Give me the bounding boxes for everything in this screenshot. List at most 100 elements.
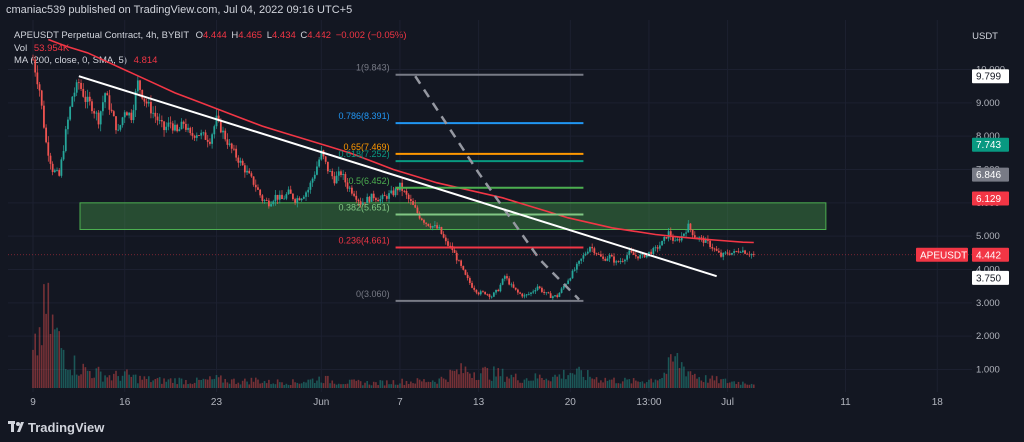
candle-body — [392, 190, 395, 196]
x-tick-label: 11 — [840, 397, 851, 408]
volume-bar — [228, 383, 231, 388]
volume-bar — [737, 381, 740, 388]
volume-bar — [423, 379, 425, 388]
candle-body — [167, 122, 170, 127]
candle-body — [126, 112, 128, 116]
volume-bar — [274, 384, 277, 388]
volume-bar — [595, 377, 598, 388]
candle-body — [444, 237, 447, 242]
x-tick-label: 16 — [119, 397, 131, 408]
volume-bar — [67, 369, 69, 388]
candle-body — [691, 229, 694, 236]
candle-body — [665, 237, 668, 239]
volume-bar — [661, 377, 663, 388]
volume-bar — [425, 382, 427, 388]
candle-body — [344, 174, 347, 183]
candle-body — [106, 93, 109, 96]
candle-body — [523, 295, 526, 297]
volume-bar — [493, 366, 495, 388]
candle-body — [652, 248, 655, 255]
candle-body — [479, 291, 482, 295]
x-tick-label: 7 — [397, 397, 403, 408]
volume-bar — [403, 384, 406, 388]
volume-bar — [34, 333, 36, 388]
change-value: −0.002 (−0.05%) — [335, 30, 407, 41]
candle-body — [379, 199, 382, 202]
candle-body — [265, 200, 268, 201]
candle-body — [593, 248, 596, 254]
volume-bar — [156, 378, 159, 388]
candle-body — [560, 288, 563, 293]
volume-bar — [632, 378, 635, 388]
volume-bar — [327, 375, 329, 388]
candle-body — [453, 250, 456, 253]
volume-bar — [211, 379, 213, 388]
volume-bar — [678, 368, 681, 388]
price-label-box — [972, 167, 1009, 182]
candle-body — [381, 195, 384, 200]
volume-bar — [331, 380, 334, 388]
volume-bar — [447, 381, 449, 388]
candle-body — [731, 252, 733, 255]
candle-body — [674, 240, 677, 242]
volume-bar — [648, 379, 650, 388]
volume-bar — [560, 378, 563, 388]
volume-value: 53.954K — [33, 42, 70, 54]
candle-body — [602, 256, 604, 259]
volume-bar — [178, 377, 181, 388]
volume-bar — [36, 355, 39, 388]
volume-bar — [405, 380, 408, 388]
candle-body — [276, 194, 279, 200]
candle-body — [289, 189, 292, 194]
volume-bar — [488, 379, 491, 388]
volume-bar — [746, 384, 749, 388]
candle-body — [497, 289, 500, 292]
volume-bar — [239, 384, 242, 388]
candle-body — [412, 201, 414, 205]
candle-body — [243, 165, 246, 173]
candle-body — [438, 227, 441, 229]
volume-bar — [99, 371, 102, 388]
volume-bar — [554, 374, 556, 388]
candle-body — [36, 72, 39, 85]
volume-bar — [368, 384, 371, 388]
volume-bars — [32, 282, 755, 388]
candle-body — [143, 98, 146, 102]
volume-bar — [307, 379, 310, 388]
candle-body — [702, 237, 705, 243]
candle-body — [298, 198, 301, 201]
candle-body — [527, 293, 530, 295]
candle-body — [569, 278, 572, 281]
candle-body — [73, 92, 76, 97]
volume-bar — [139, 375, 141, 388]
candle-body — [405, 190, 408, 195]
fib-level-label: 0.65(7.469) — [344, 142, 390, 152]
volume-bar — [580, 370, 583, 388]
candle-body — [370, 193, 373, 202]
candle-body — [257, 187, 259, 190]
candle-body — [209, 141, 211, 144]
volume-bar — [484, 366, 486, 388]
candle-body — [547, 292, 550, 294]
volume-bar — [506, 376, 508, 388]
candle-body — [40, 90, 43, 106]
candle-body — [43, 105, 45, 128]
candle-body — [669, 231, 672, 238]
candle-body — [680, 235, 683, 241]
candle-body — [158, 120, 161, 121]
fib-level-label: 0.5(6.452) — [349, 176, 390, 186]
volume-bar — [429, 382, 432, 388]
volume-bar — [617, 383, 620, 388]
candle-body — [283, 198, 286, 200]
candle-body — [501, 278, 504, 285]
candle-body — [739, 252, 742, 253]
volume-bar — [377, 385, 379, 388]
volume-bar — [630, 383, 633, 388]
candle-body — [741, 250, 744, 253]
candle-body — [331, 171, 334, 177]
candle-body — [388, 193, 390, 199]
candle-body — [213, 126, 216, 135]
volume-bar — [473, 372, 476, 388]
candle-body — [728, 253, 731, 255]
